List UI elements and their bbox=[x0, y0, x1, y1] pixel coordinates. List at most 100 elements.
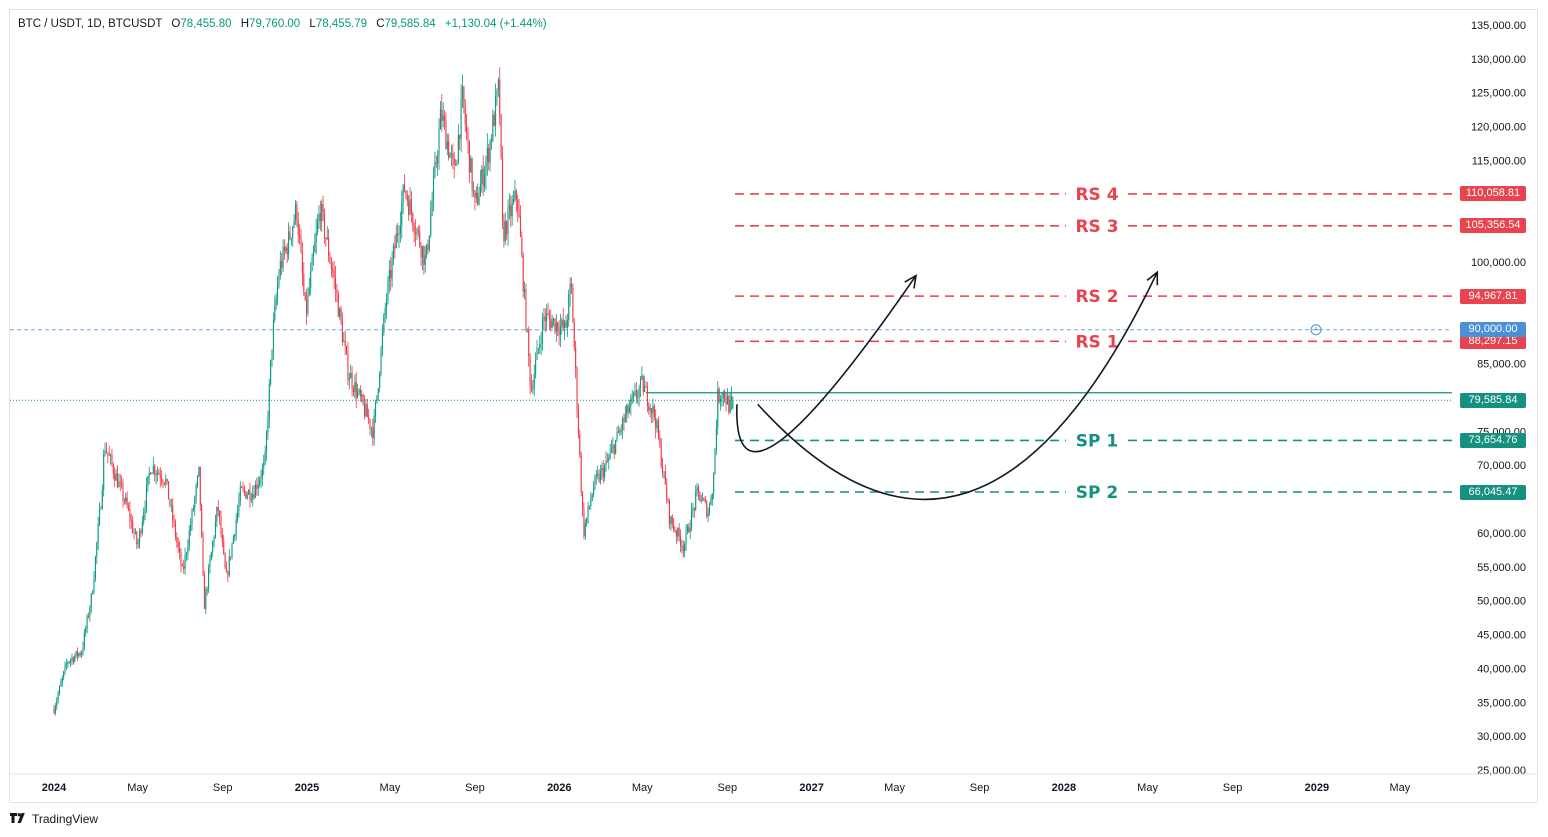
candle-body bbox=[403, 184, 406, 192]
candle-body bbox=[333, 272, 335, 277]
candle-body bbox=[145, 485, 148, 508]
level-price-tag[interactable]: 110,058.81 bbox=[1460, 186, 1526, 202]
candle-body bbox=[159, 474, 161, 479]
level-price-tag[interactable]: 66,045.47 bbox=[1460, 484, 1526, 500]
candle-body bbox=[634, 390, 636, 393]
candle-body bbox=[442, 115, 444, 121]
candle-body bbox=[679, 536, 682, 547]
candle-body bbox=[717, 389, 719, 428]
candle-body bbox=[329, 256, 331, 263]
candle-body bbox=[63, 671, 65, 678]
candle-body bbox=[75, 651, 77, 657]
candle-body bbox=[185, 553, 188, 555]
candle-body bbox=[586, 517, 588, 524]
candle-body bbox=[257, 484, 259, 489]
tradingview-logo-icon[interactable] bbox=[10, 813, 28, 825]
candle-body bbox=[512, 199, 515, 203]
candle-body bbox=[64, 665, 66, 672]
candle-body bbox=[408, 200, 410, 215]
candle-body bbox=[718, 389, 720, 402]
low-label: L bbox=[309, 18, 316, 30]
candle-body bbox=[479, 183, 481, 197]
candle-body bbox=[565, 321, 567, 328]
candle-body bbox=[619, 430, 621, 433]
price-tick-label: 45,000.00 bbox=[1477, 630, 1526, 642]
high-value: 79,760.00 bbox=[249, 18, 301, 30]
open-label: O bbox=[171, 18, 181, 30]
alarm-clock-icon[interactable] bbox=[1310, 324, 1322, 336]
candle-body bbox=[536, 348, 538, 361]
candle-body bbox=[416, 229, 418, 234]
time-tick-label: May bbox=[127, 782, 148, 794]
candle-body bbox=[372, 427, 374, 439]
candle-body bbox=[659, 437, 661, 444]
level-price-tag[interactable]: 105,356.54 bbox=[1460, 218, 1526, 234]
candle-body bbox=[399, 225, 401, 234]
candle-body bbox=[256, 484, 258, 489]
candle-body bbox=[346, 346, 348, 353]
candle-body bbox=[202, 536, 204, 575]
candle-body bbox=[100, 508, 102, 509]
last-price-tag[interactable]: 79,585.84 bbox=[1460, 392, 1526, 408]
candle-body bbox=[707, 513, 709, 517]
symbol-label[interactable]: BTC / USDT, 1D, BTCUSDT bbox=[18, 18, 163, 30]
candle-body bbox=[355, 381, 357, 398]
candle-body bbox=[250, 499, 252, 501]
candle-body bbox=[206, 588, 208, 591]
candle-body bbox=[76, 651, 79, 656]
candle-body bbox=[685, 531, 687, 544]
candle-body bbox=[216, 507, 218, 522]
candle-body bbox=[446, 141, 448, 150]
candle-body bbox=[224, 553, 226, 569]
candle-body bbox=[272, 320, 274, 350]
candle-body bbox=[642, 375, 644, 393]
candle-body bbox=[154, 465, 156, 475]
candle-body bbox=[379, 373, 381, 389]
candle-body bbox=[521, 236, 523, 256]
candle-body bbox=[221, 534, 223, 542]
alert-price-tag[interactable]: 90,000.00 bbox=[1460, 322, 1526, 338]
level-price-tag[interactable]: 88,297.15 bbox=[1460, 333, 1526, 349]
candle-body bbox=[308, 287, 310, 295]
tradingview-brand[interactable]: TradingView bbox=[32, 812, 99, 826]
candle-body bbox=[678, 527, 680, 537]
candle-body bbox=[488, 148, 490, 163]
candle-body bbox=[249, 490, 251, 501]
candle-body bbox=[148, 473, 150, 477]
candle-body bbox=[108, 454, 110, 456]
candle-body bbox=[166, 479, 168, 482]
candle-body bbox=[194, 497, 196, 509]
candle-body bbox=[195, 485, 197, 498]
candle-body bbox=[285, 247, 287, 251]
candle-body bbox=[541, 319, 544, 344]
candle-body bbox=[667, 499, 669, 501]
candle-body bbox=[452, 153, 454, 158]
candle-body bbox=[82, 646, 84, 654]
candle-body bbox=[616, 431, 618, 440]
alarm-clock-hands-icon bbox=[1315, 326, 1319, 331]
candle-body bbox=[289, 231, 291, 239]
candle-body bbox=[474, 190, 476, 199]
candle-body bbox=[140, 530, 142, 533]
candle-body bbox=[116, 473, 119, 488]
level-price-tag[interactable]: 73,654.76 bbox=[1460, 432, 1526, 448]
candle-body bbox=[127, 506, 130, 510]
candle-body bbox=[406, 194, 408, 201]
candle-body bbox=[461, 86, 464, 99]
time-tick-label: 2027 bbox=[799, 782, 823, 794]
candle-body bbox=[722, 391, 724, 398]
candle-body bbox=[101, 489, 103, 509]
candle-body bbox=[104, 451, 106, 455]
candle-body bbox=[388, 269, 390, 282]
level-price-tag[interactable]: 94,967.81 bbox=[1460, 288, 1526, 304]
candle-body bbox=[170, 505, 172, 507]
candle-body bbox=[530, 385, 533, 390]
candle-body bbox=[666, 484, 668, 500]
candle-body bbox=[239, 487, 241, 502]
candle-body bbox=[674, 529, 676, 532]
candle-body bbox=[362, 394, 364, 404]
candle-body bbox=[482, 168, 484, 187]
level-name: RS 2 bbox=[1075, 287, 1118, 307]
candle-body bbox=[114, 473, 116, 481]
